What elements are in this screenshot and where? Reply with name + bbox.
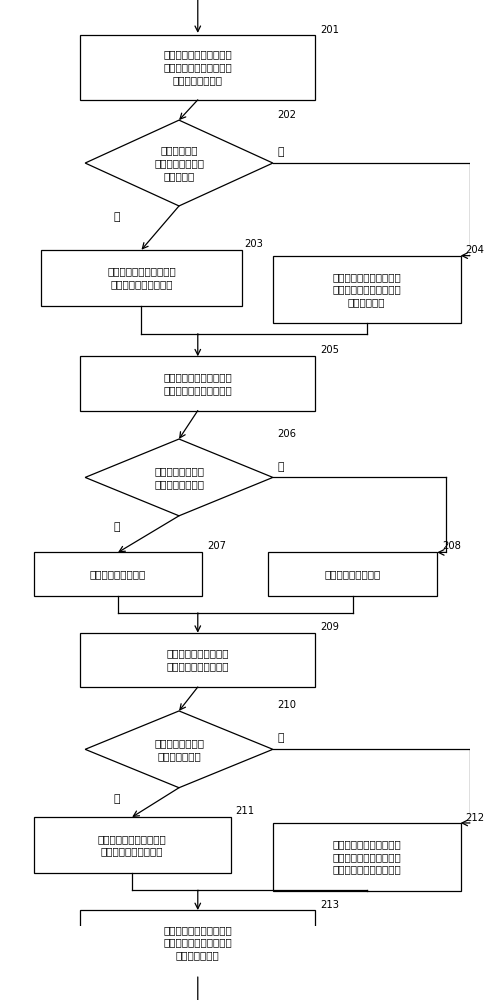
Text: 203: 203	[245, 239, 263, 249]
Bar	[273, 256, 461, 323]
Bar	[268, 552, 437, 596]
Text: 视频光端机发送端对待发
送的视频数据直接编码: 视频光端机发送端对待发 送的视频数据直接编码	[98, 834, 167, 856]
Text: 212: 212	[465, 813, 485, 823]
Text: 202: 202	[278, 110, 296, 120]
Text: 向上调整误码率级别: 向上调整误码率级别	[90, 569, 146, 579]
Bar	[40, 250, 243, 306]
Polygon shape	[85, 120, 273, 206]
Text: 视频光端机接收端接收视
频数据及代表该视频数据
编码冗余度的信息: 视频光端机接收端接收视 频数据及代表该视频数据 编码冗余度的信息	[163, 49, 232, 85]
Text: 视频光端机发送端通过光
纤发送视频数据及代表编
码冗余度的信息: 视频光端机发送端通过光 纤发送视频数据及代表编 码冗余度的信息	[163, 925, 232, 960]
Text: 207: 207	[207, 541, 226, 551]
Text: 208: 208	[442, 541, 461, 551]
Bar	[81, 910, 315, 975]
Text: 判断经调整的编码
冗余度是否为零: 判断经调整的编码 冗余度是否为零	[154, 738, 204, 761]
Text: 否: 否	[278, 147, 284, 157]
Text: 是: 是	[113, 212, 120, 222]
Text: 209: 209	[320, 622, 339, 632]
Bar	[81, 356, 315, 411]
Text: 视频光端机发送端根据编
码冗余度，选择前向纠错
编码方式对视频数据编码: 视频光端机发送端根据编 码冗余度，选择前向纠错 编码方式对视频数据编码	[332, 839, 401, 875]
Text: 向下调整误码率级别: 向下调整误码率级别	[325, 569, 381, 579]
Polygon shape	[85, 439, 273, 516]
Bar	[34, 552, 203, 596]
Text: 210: 210	[278, 700, 296, 710]
Text: 204: 204	[465, 245, 484, 255]
Text: 否: 否	[278, 733, 284, 743]
Text: 是: 是	[113, 794, 120, 804]
Text: 视频光端机接收端对接收
到的视频数据直接解码: 视频光端机接收端对接收 到的视频数据直接解码	[107, 266, 176, 289]
Text: 判断误码率是否大
于预先设置的门限: 判断误码率是否大 于预先设置的门限	[154, 466, 204, 489]
Bar	[273, 823, 461, 891]
Bar	[34, 817, 231, 873]
Text: 视频光端机接收端计算经
解码的视频数据的误码率: 视频光端机接收端计算经 解码的视频数据的误码率	[163, 372, 232, 395]
Text: 是: 是	[113, 522, 120, 532]
Text: 视频光端机接收端选择相
应的前向纠错解码方式对
视频数据解码: 视频光端机接收端选择相 应的前向纠错解码方式对 视频数据解码	[332, 272, 401, 307]
Text: 213: 213	[320, 900, 339, 910]
Text: 否: 否	[278, 462, 284, 472]
Text: 205: 205	[320, 345, 339, 355]
Text: 201: 201	[320, 25, 339, 35]
Text: 视频光端机接
收端判断编码冗余
度是否为零: 视频光端机接 收端判断编码冗余 度是否为零	[154, 145, 204, 181]
Text: 206: 206	[278, 429, 296, 439]
Bar	[81, 633, 315, 687]
Text: 根据经调整的误码率级
别对应调整编码冗余度: 根据经调整的误码率级 别对应调整编码冗余度	[167, 648, 229, 671]
Text: 211: 211	[235, 806, 255, 816]
Polygon shape	[85, 711, 273, 788]
Bar	[81, 35, 315, 100]
